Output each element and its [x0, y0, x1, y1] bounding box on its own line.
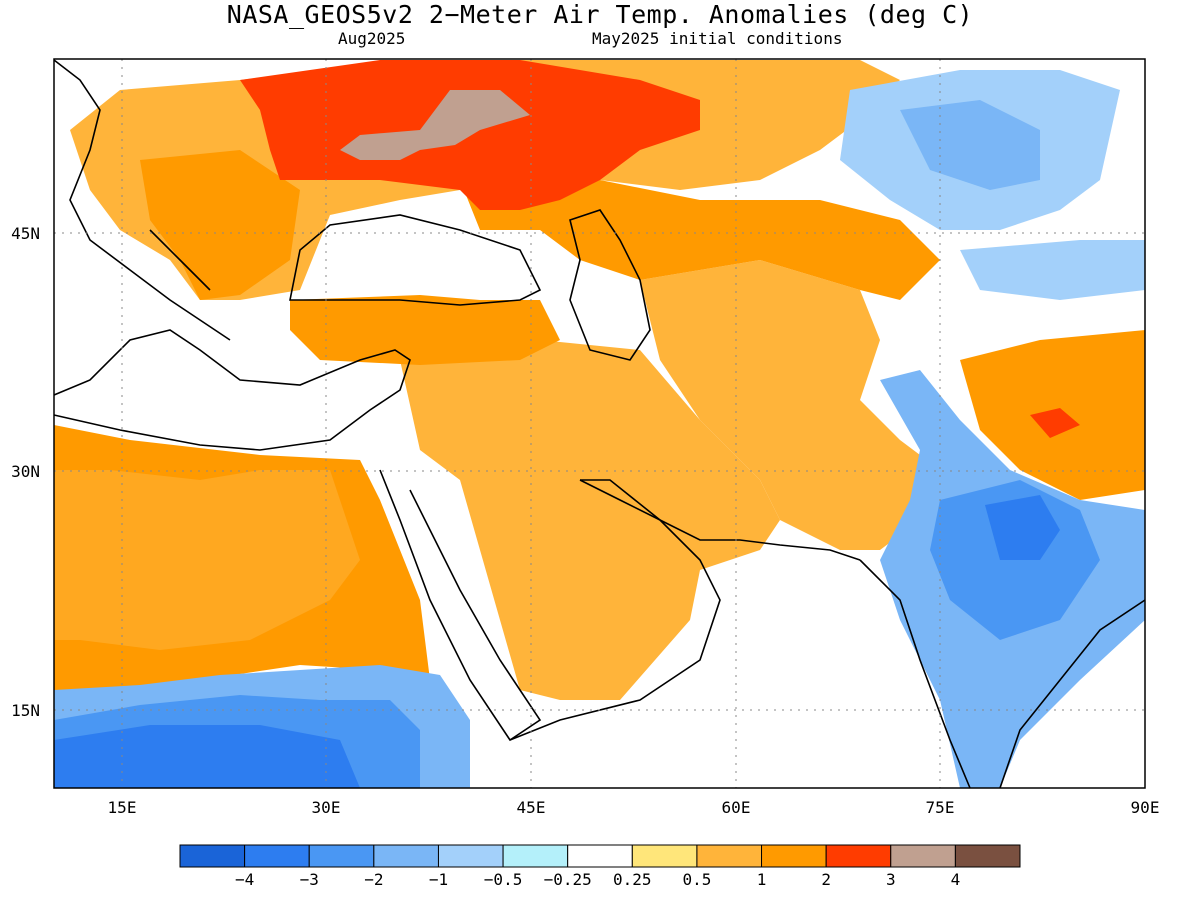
arabia-coast — [509, 479, 721, 741]
adriatic-coast — [149, 229, 211, 291]
region-russia-extreme — [340, 90, 530, 160]
lat-tick: 15N — [11, 701, 40, 720]
colorbar: −4 −3 −2 −1 −0.5 −0.25 0.25 0.5 1 2 3 4 — [179, 844, 1021, 889]
lon-tick: 15E — [108, 798, 137, 817]
region-north-africa-moderate — [54, 470, 360, 650]
colorbar-swatch — [825, 844, 892, 868]
black-sea-coast — [289, 214, 542, 306]
region-turkey-warm — [290, 295, 560, 365]
lon-tick: 75E — [926, 798, 955, 817]
lon-tick: 30E — [312, 798, 341, 817]
colorbar-label: 4 — [951, 870, 961, 889]
colorbar-swatch — [761, 844, 827, 868]
india-east-coast — [999, 599, 1146, 789]
colorbar-swatch — [567, 844, 633, 868]
plot-frame — [53, 58, 1146, 789]
colorbar-swatch — [179, 844, 246, 868]
region-iran-warm — [640, 260, 940, 550]
red-sea-coast — [379, 469, 542, 742]
anomaly-field — [54, 59, 1145, 788]
colorbar-label: 2 — [821, 870, 831, 889]
region-sahel-coldest — [54, 725, 360, 788]
colorbar-label: 3 — [886, 870, 896, 889]
colorbar-swatch — [890, 844, 956, 868]
lon-tick: 90E — [1131, 798, 1160, 817]
mediterranean-coast — [53, 329, 411, 451]
colorbar-swatch — [308, 844, 375, 868]
region-east-asia-cool — [960, 240, 1145, 300]
lat-tick: 30N — [11, 462, 40, 481]
colorbar-swatch — [244, 844, 310, 868]
europe-coast — [53, 59, 231, 341]
colorbar-label: 0.25 — [613, 870, 652, 889]
colorbar-label: −3 — [300, 870, 319, 889]
lat-tick: 45N — [11, 224, 40, 243]
colorbar-swatch — [437, 844, 504, 868]
colorbar-swatch — [502, 844, 569, 868]
colorbar-label: −4 — [235, 870, 254, 889]
region-arabia-warm — [400, 340, 780, 700]
region-central-asia-warm — [460, 180, 940, 300]
india-coast — [859, 559, 971, 789]
colorbar-label: −2 — [364, 870, 383, 889]
chart-title: NASA_GEOS5v2 2−Meter Air Temp. Anomalies… — [226, 0, 974, 29]
colorbar-label: 0.5 — [682, 870, 711, 889]
colorbar-swatch — [954, 844, 1021, 868]
coastlines — [53, 59, 1146, 789]
valid-month: Aug2025 — [338, 29, 406, 48]
lat-tick-labels: 45N 30N 15N — [11, 224, 40, 720]
lon-tick-labels: 15E 30E 45E 60E 75E 90E — [108, 798, 1160, 817]
region-central-asia-cooler — [900, 100, 1040, 190]
colorbar-label: 1 — [757, 870, 767, 889]
colorbar-label: −1 — [429, 870, 448, 889]
grid-lines — [54, 59, 1145, 788]
region-tibet-hot — [1030, 408, 1080, 438]
region-india-coldest — [985, 495, 1060, 560]
initial-conditions: May2025 initial conditions — [592, 29, 843, 48]
caspian-coast — [569, 209, 651, 361]
colorbar-swatch — [373, 844, 439, 868]
colorbar-label: −0.5 — [484, 870, 523, 889]
colorbar-swatch — [631, 844, 698, 868]
colorbar-label: −0.25 — [544, 870, 592, 889]
lon-tick: 45E — [517, 798, 546, 817]
region-balkans-warm — [140, 150, 300, 300]
persian-gulf-coast — [579, 479, 861, 561]
lon-tick: 60E — [722, 798, 751, 817]
colorbar-swatch — [696, 844, 763, 868]
